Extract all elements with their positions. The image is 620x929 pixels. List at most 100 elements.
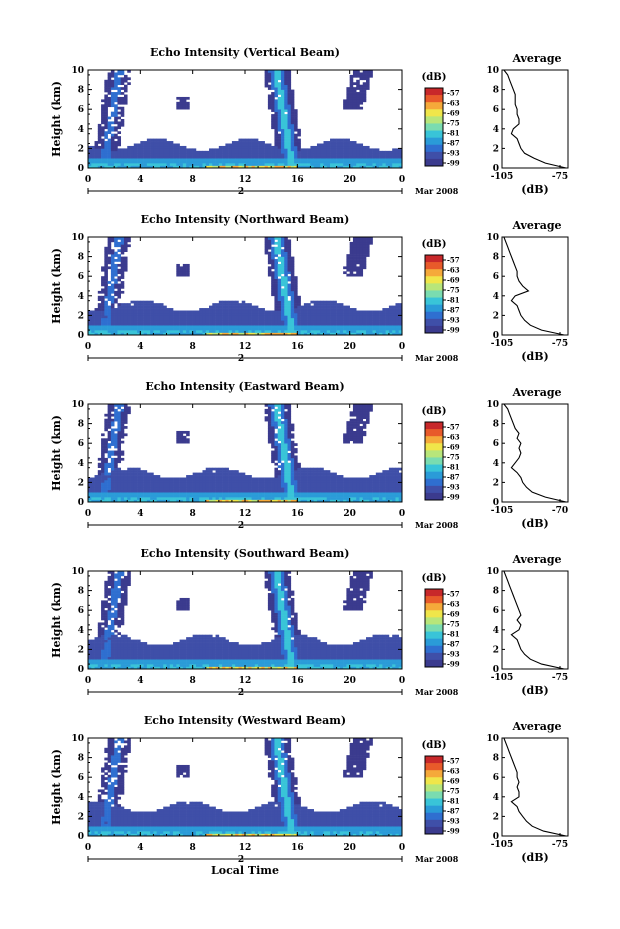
heatmap-cell: [290, 472, 295, 476]
heatmap-cell: [323, 305, 328, 309]
heatmap-cell: [173, 332, 177, 336]
heatmap-cell: [153, 317, 157, 321]
heatmap-cell: [326, 310, 331, 314]
heatmap-cell: [117, 404, 122, 407]
heatmap-cell: [107, 408, 112, 412]
heatmap-cell: [241, 484, 246, 488]
heatmap-cell: [110, 312, 115, 316]
heatmap-cell: [271, 428, 275, 432]
heatmap-cell: [140, 165, 144, 169]
heatmap-cell: [153, 330, 157, 333]
heatmap-cell: [343, 155, 347, 159]
heatmap-cell: [212, 310, 216, 314]
heatmap-cell: [274, 300, 279, 304]
heatmap-cell: [245, 310, 249, 314]
heatmap-cell: [326, 150, 331, 154]
heatmap-cell: [267, 487, 272, 491]
heatmap-cell: [192, 158, 197, 161]
heatmap-cell: [284, 128, 288, 132]
heatmap-cell: [261, 145, 265, 149]
heatmap-cell: [225, 300, 229, 304]
heatmap-cell: [166, 317, 171, 321]
heatmap-cell: [186, 487, 190, 491]
heatmap-cell: [352, 246, 357, 250]
heatmap-cell: [117, 126, 122, 130]
heatmap-cell: [297, 165, 301, 169]
heatmap-cell: [114, 74, 118, 78]
heatmap-cell: [133, 494, 138, 498]
heatmap-cell: [146, 499, 151, 503]
heatmap-cell: [330, 327, 334, 331]
heatmap-cell: [264, 320, 269, 324]
heatmap-cell: [323, 487, 328, 491]
heatmap-cell: [133, 320, 138, 324]
heatmap-cell: [271, 418, 275, 422]
heatmap-cell: [88, 312, 92, 316]
heatmap-cell: [163, 163, 167, 166]
heatmap-cell: [192, 479, 197, 483]
heatmap-cell: [251, 492, 256, 495]
heatmap-cell: [330, 305, 334, 309]
heatmap-cell: [176, 106, 180, 110]
heatmap-cell: [375, 312, 380, 316]
heatmap-cell: [218, 472, 223, 476]
heatmap-cell: [127, 315, 131, 319]
heatmap-cell: [359, 494, 364, 498]
heatmap-cell: [241, 325, 246, 328]
heatmap-cell: [251, 330, 256, 333]
heatmap-cell: [316, 145, 321, 149]
heatmap-cell: [369, 72, 373, 76]
heatmap-cell: [107, 317, 112, 321]
heatmap-cell: [163, 158, 167, 161]
heatmap-cell: [238, 150, 243, 154]
heatmap-cell: [146, 145, 151, 149]
heatmap-cell: [398, 303, 403, 306]
heatmap-cell: [280, 158, 285, 161]
heatmap-cell: [356, 241, 360, 245]
heatmap-cell: [300, 479, 305, 483]
heatmap-cell: [114, 317, 118, 321]
heatmap-cell: [202, 479, 207, 483]
heatmap-cell: [284, 114, 288, 117]
heatmap-cell: [195, 310, 200, 314]
heatmap-cell: [343, 435, 347, 439]
heatmap-cell: [189, 165, 193, 169]
heatmap-cell: [222, 150, 226, 154]
heatmap-cell: [104, 290, 108, 294]
heatmap-cell: [137, 308, 141, 311]
heatmap-cell: [222, 479, 226, 483]
heatmap-cell: [346, 489, 350, 493]
heatmap-cell: [114, 325, 118, 328]
heatmap-cell: [166, 155, 171, 159]
heatmap-cell: [189, 155, 193, 159]
heatmap-cell: [212, 155, 216, 159]
heatmap-cell: [110, 79, 115, 83]
heatmap-cell: [104, 477, 108, 481]
heatmap-cell: [114, 482, 118, 486]
heatmap-cell: [163, 494, 167, 498]
heatmap-cell: [349, 150, 354, 154]
heatmap-cell: [316, 143, 321, 147]
heatmap-cell: [277, 295, 282, 299]
heatmap-cell: [284, 121, 288, 125]
heatmap-cell: [123, 148, 128, 152]
heatmap-cell: [254, 315, 259, 319]
heatmap-cell: [388, 160, 393, 164]
heatmap-cell: [215, 470, 220, 473]
heatmap-cell: [388, 330, 393, 333]
heatmap-cell: [307, 160, 311, 164]
heatmap-cell: [297, 470, 301, 473]
heatmap-cell: [300, 150, 305, 154]
heatmap-cell: [107, 160, 112, 164]
heatmap-cell: [186, 271, 190, 275]
heatmap-cell: [280, 84, 285, 88]
heatmap-cell: [189, 153, 193, 157]
heatmap-cell: [271, 288, 275, 292]
heatmap-cell: [143, 475, 148, 478]
heatmap-cell: [107, 101, 112, 105]
heatmap-cell: [238, 317, 243, 321]
heatmap-cell: [258, 499, 262, 503]
heatmap-cell: [271, 96, 275, 100]
heatmap-cell: [277, 141, 282, 144]
heatmap-cell: [110, 239, 115, 243]
